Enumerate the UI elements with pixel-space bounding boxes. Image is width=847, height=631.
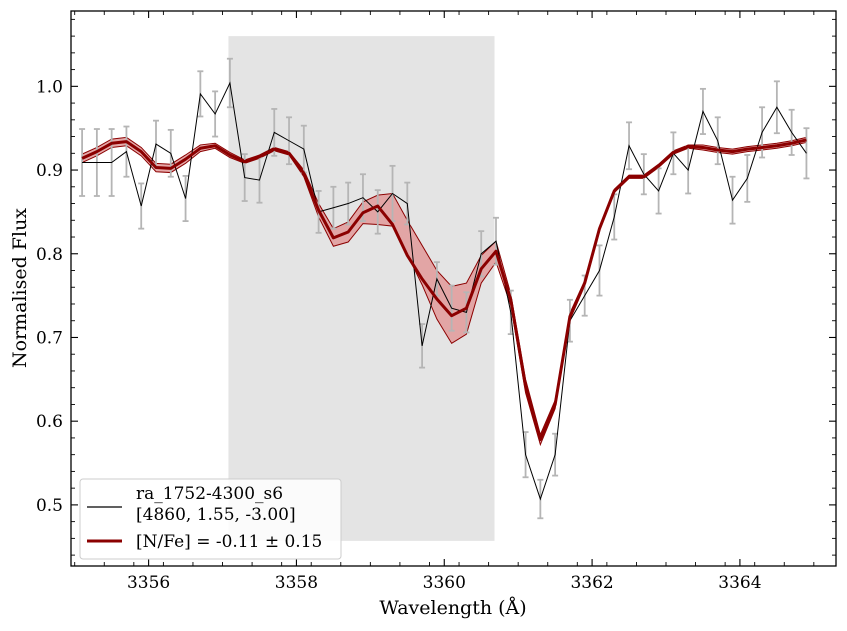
legend-observed-params: [4860, 1.55, -3.00] <box>136 505 296 525</box>
x-tick-label: 3356 <box>127 573 170 593</box>
observed-spectrum-line <box>82 81 807 501</box>
legend: ra_1752-4300_s6 [4860, 1.55, -3.00] [N/F… <box>79 478 342 560</box>
model-spectrum-line <box>81 138 807 442</box>
plot-area <box>79 36 810 541</box>
legend-box <box>79 478 342 560</box>
x-tick-label: 3362 <box>570 573 613 593</box>
x-tick-label: 3360 <box>423 573 466 593</box>
model-uncertainty-band <box>82 137 807 445</box>
plot-frame <box>70 10 837 567</box>
y-tick-label: 0.5 <box>36 496 63 516</box>
x-tick-label: 3364 <box>718 573 761 593</box>
error-bar <box>79 128 86 197</box>
legend-model-name: [N/Fe] = -0.11 ± 0.15 <box>136 532 322 552</box>
x-axis-label: Wavelength (Å) <box>379 597 526 619</box>
axis-ticks: 3356 3358 3360 3362 3364 0.5 0.6 0.7 0.8 0.9 1.0 <box>36 11 836 593</box>
y-tick-label: 0.6 <box>36 412 63 432</box>
model-band-lower <box>81 141 807 447</box>
error-bar <box>803 127 810 180</box>
y-tick-label: 0.7 <box>36 328 63 348</box>
y-axis-label: Normalised Flux <box>9 208 31 368</box>
legend-observed-name: ra_1752-4300_s6 <box>136 484 283 504</box>
y-tick-label: 0.9 <box>36 161 63 181</box>
y-tick-label: 1.0 <box>36 77 63 97</box>
y-tick-label: 0.8 <box>36 245 63 265</box>
x-tick-label: 3358 <box>275 573 318 593</box>
